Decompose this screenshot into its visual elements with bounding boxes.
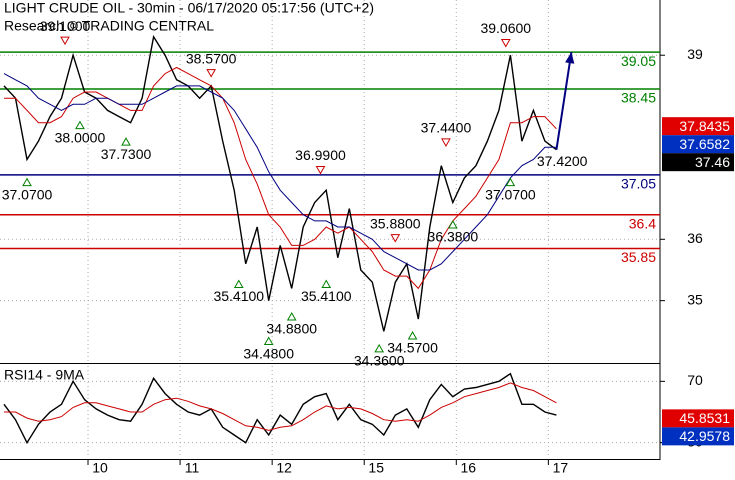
low-marker <box>75 120 85 130</box>
annotation-label: 35.4100 <box>213 288 264 304</box>
projection-arrow <box>555 52 573 150</box>
last-value-box <box>662 117 734 136</box>
annotation-label: 37.0700 <box>2 186 53 202</box>
last-value-box <box>662 135 734 154</box>
low-marker <box>233 279 244 288</box>
chart-subtitle: Research © TRADING CENTRAL <box>4 18 214 34</box>
high-marker <box>315 166 326 175</box>
low-marker <box>121 137 131 146</box>
high-marker <box>60 36 70 46</box>
series-line <box>4 66 557 290</box>
last-value-box <box>662 427 734 446</box>
level-label: 35.85 <box>621 249 656 265</box>
x-tick-label: 15 <box>368 460 384 476</box>
last-value-box <box>662 153 734 172</box>
x-tick-label: 17 <box>553 460 569 476</box>
last-value-label: 37.46 <box>695 154 730 170</box>
low-marker <box>407 331 418 340</box>
x-tick-label: 12 <box>276 460 292 476</box>
series-line <box>3 73 557 271</box>
pane-title: RSI14 - 9MA <box>4 367 85 383</box>
annotation-label: 39.1000 <box>40 18 91 34</box>
level-label: 38.45 <box>621 90 656 106</box>
y-tick-label: 70 <box>687 372 703 388</box>
high-marker <box>441 138 451 147</box>
low-marker <box>321 279 332 288</box>
annotation-label: 38.0000 <box>55 129 106 145</box>
annotation-label: 34.8800 <box>266 321 317 337</box>
last-value-label: 42.9578 <box>679 428 730 444</box>
low-marker <box>505 177 516 187</box>
annotation-label: 37.0700 <box>485 186 536 202</box>
x-tick-label: 16 <box>461 460 477 476</box>
arrow-head <box>565 52 575 64</box>
annotation-label: 35.8800 <box>370 215 421 231</box>
y-tick-label: 39 <box>687 46 703 62</box>
high-marker <box>500 39 511 48</box>
annotation-label: 37.4400 <box>421 120 472 136</box>
annotation-label: 34.5700 <box>387 340 438 356</box>
low-marker <box>447 219 458 229</box>
annotation-label: 34.4800 <box>243 345 294 361</box>
annotation-label: 37.7300 <box>101 146 152 162</box>
low-marker <box>374 343 385 353</box>
last-value-box <box>662 409 734 428</box>
low-marker <box>263 336 274 346</box>
y-tick-label: 35 <box>687 291 703 307</box>
annotation-label: 36.3800 <box>428 229 479 245</box>
level-label: 37.05 <box>621 176 656 192</box>
high-marker <box>206 69 217 78</box>
last-value-label: 45.8531 <box>679 410 730 426</box>
annotation-label: 38.5700 <box>186 50 237 66</box>
series-line <box>4 382 557 431</box>
annotation-label: 35.4100 <box>301 288 352 304</box>
annotation-label: 36.9900 <box>295 147 346 163</box>
annotation-label: 37.4200 <box>537 153 588 169</box>
last-value-label: 37.8435 <box>679 118 730 134</box>
y-tick-label: 36 <box>687 230 703 246</box>
level-label: 39.05 <box>621 53 656 69</box>
level-label: 36.4 <box>629 215 656 231</box>
chart-title: LIGHT CRUDE OIL - 30min - 06/17/2020 05:… <box>4 0 374 16</box>
series-line <box>3 372 557 445</box>
annotation-label: 39.0600 <box>480 20 531 36</box>
high-marker <box>390 234 401 243</box>
low-marker <box>286 311 297 321</box>
annotation-label: 34.3600 <box>354 353 405 369</box>
low-marker <box>22 177 32 187</box>
last-value-label: 37.6582 <box>679 136 730 152</box>
x-tick-label: 11 <box>185 460 200 476</box>
x-tick-label: 10 <box>92 460 108 476</box>
